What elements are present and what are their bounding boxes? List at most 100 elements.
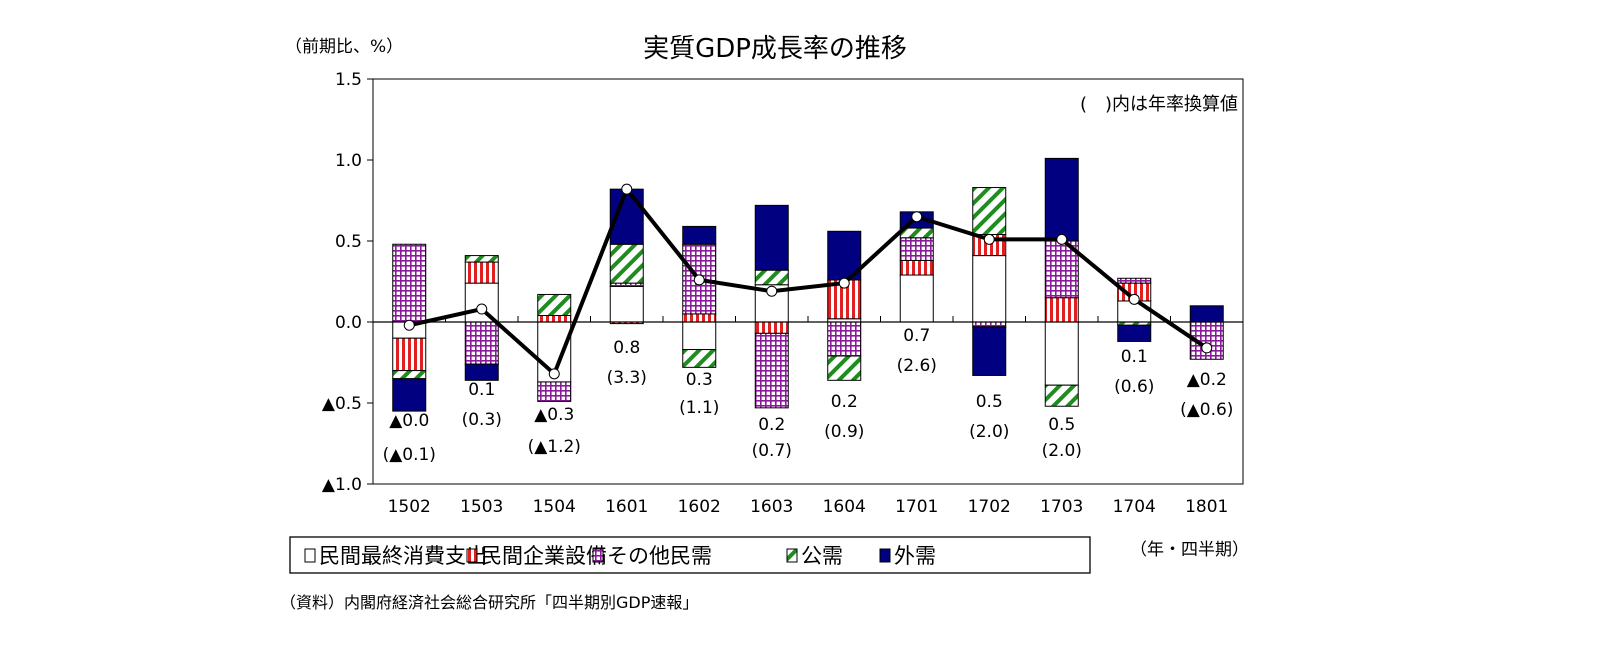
bar-segment xyxy=(682,349,717,368)
data-label-annualized: (▲0.1) xyxy=(383,445,436,465)
bar-segment xyxy=(392,370,427,380)
bar-segment xyxy=(827,355,862,381)
bar-segment xyxy=(682,313,717,323)
data-label-annualized: (▲0.6) xyxy=(1180,400,1233,420)
bar-segment xyxy=(392,337,427,372)
x-tick-label: 1601 xyxy=(605,497,648,517)
legend-label: 民間最終消費支出 xyxy=(319,544,487,568)
y-tick-label: 1.5 xyxy=(335,70,362,90)
data-label-quarterly: 0.8 xyxy=(613,338,640,358)
x-tick-label: 1704 xyxy=(1113,497,1156,517)
data-label-quarterly: 0.2 xyxy=(831,392,858,412)
bar-segment xyxy=(1044,297,1079,323)
data-label-annualized: (2.6) xyxy=(897,356,937,376)
y-tick-label: 1.0 xyxy=(335,151,362,171)
legend-swatch xyxy=(466,548,478,563)
data-label-quarterly: 0.1 xyxy=(1121,347,1148,367)
data-label-annualized: (0.7) xyxy=(752,441,792,461)
legend-label: 外需 xyxy=(894,544,936,568)
data-label-annualized: (0.6) xyxy=(1114,377,1154,397)
bar-segment xyxy=(682,321,717,351)
bar-segment xyxy=(1117,324,1152,342)
bar-segment xyxy=(682,225,717,245)
data-label-quarterly: 0.5 xyxy=(1048,415,1075,435)
bar-segment xyxy=(754,269,789,286)
data-label-annualized: (2.0) xyxy=(969,422,1009,442)
bar-segment xyxy=(1189,305,1224,323)
x-tick-label: 1801 xyxy=(1185,497,1228,517)
gdp-point xyxy=(476,303,488,315)
data-label-quarterly: ▲0.2 xyxy=(1187,370,1227,390)
y-tick-label: ▲1.0 xyxy=(322,475,362,495)
legend-swatch xyxy=(786,548,798,563)
bar-segment xyxy=(609,285,644,323)
gdp-point xyxy=(1201,342,1213,354)
bar-segment xyxy=(537,381,572,402)
gdp-point xyxy=(403,319,415,331)
x-tick-label: 1702 xyxy=(968,497,1011,517)
x-tick-label: 1701 xyxy=(895,497,938,517)
data-label-annualized: (3.3) xyxy=(607,368,647,388)
bar-segment xyxy=(464,363,499,381)
data-label-quarterly: 0.1 xyxy=(468,380,495,400)
bar-segment xyxy=(972,326,1007,376)
bar-segment xyxy=(754,321,789,334)
source-note: （資料）内閣府経済社会総合研究所「四半期別GDP速報」 xyxy=(280,593,698,612)
data-label-annualized: (0.3) xyxy=(462,410,502,430)
data-label-annualized: (2.0) xyxy=(1042,441,1082,461)
data-label-annualized: (0.9) xyxy=(824,422,864,442)
data-label-annualized: (▲1.2) xyxy=(528,437,581,457)
plot-area xyxy=(372,78,1244,485)
bar-segment xyxy=(392,243,427,323)
y-axis-label: （前期比、%） xyxy=(285,37,403,57)
bar-segment xyxy=(972,321,1007,328)
x-tick-label: 1504 xyxy=(533,497,576,517)
bar-segment xyxy=(754,332,789,409)
x-tick-label: 1503 xyxy=(460,497,503,517)
data-label-quarterly: 0.7 xyxy=(903,326,930,346)
x-tick-label: 1602 xyxy=(678,497,721,517)
legend-swatch xyxy=(879,548,891,563)
x-tick-label: 1603 xyxy=(750,497,793,517)
bar-segment xyxy=(899,237,934,261)
bar-segment xyxy=(392,378,427,412)
x-tick-label: 1604 xyxy=(823,497,866,517)
bar-segment xyxy=(899,259,934,276)
bar-segment xyxy=(1044,321,1079,386)
legend xyxy=(289,536,1091,574)
legend-label: その他民需 xyxy=(607,544,712,568)
gdp-point xyxy=(838,277,850,289)
data-label-quarterly: 0.5 xyxy=(976,392,1003,412)
legend-label: 公需 xyxy=(801,544,843,568)
bar-segment xyxy=(754,204,789,271)
gdp-line xyxy=(408,185,1208,378)
data-label-quarterly: 0.2 xyxy=(758,415,785,435)
bar-segment xyxy=(1044,157,1079,242)
bar-segment xyxy=(899,274,934,323)
legend-swatch xyxy=(304,548,316,563)
gdp-point xyxy=(1128,293,1140,305)
data-label-quarterly: ▲0.3 xyxy=(534,405,574,425)
bar-segment xyxy=(609,243,644,284)
x-axis-label: （年・四半期） xyxy=(1130,540,1249,560)
bar-segment xyxy=(464,261,499,284)
bar-segment xyxy=(537,293,572,317)
x-tick-label: 1502 xyxy=(388,497,431,517)
x-tick-label: 1703 xyxy=(1040,497,1083,517)
bar-segment xyxy=(972,255,1007,323)
bar-segment xyxy=(972,187,1007,236)
chart-title: 実質GDP成長率の推移 xyxy=(643,34,907,64)
bar-segment xyxy=(1044,384,1079,407)
y-tick-label: 0.0 xyxy=(335,313,362,333)
y-tick-label: 0.5 xyxy=(335,232,362,252)
data-label-annualized: (1.1) xyxy=(679,398,719,418)
bar-segment xyxy=(464,282,499,323)
gdp-point xyxy=(1056,233,1068,245)
gdp-point xyxy=(548,368,560,380)
gdp-point xyxy=(766,285,778,297)
gdp-point xyxy=(693,274,705,286)
legend-swatch xyxy=(592,548,604,563)
annotation-note: ( )内は年率換算値 xyxy=(1080,94,1238,115)
bar-segment xyxy=(464,321,499,365)
